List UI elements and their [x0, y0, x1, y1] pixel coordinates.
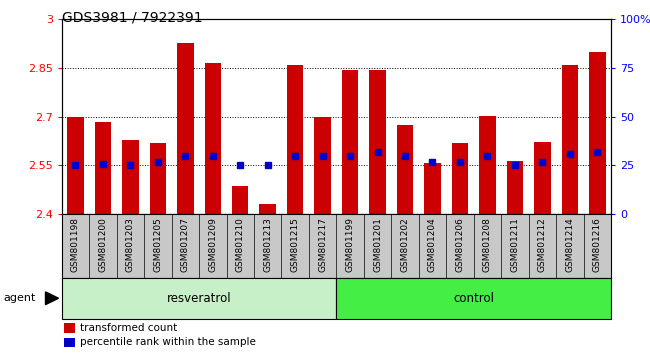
Bar [315, 117, 331, 214]
Text: agent: agent [3, 293, 36, 303]
Bar [259, 204, 276, 214]
Text: GSM801215: GSM801215 [291, 217, 300, 272]
Bar [452, 143, 468, 214]
Text: transformed count: transformed count [79, 323, 177, 333]
Bar [95, 122, 111, 214]
Bar [506, 161, 523, 214]
Bar [562, 65, 578, 214]
Text: GDS3981 / 7922391: GDS3981 / 7922391 [62, 11, 202, 25]
Bar [337, 278, 611, 319]
Text: GSM801205: GSM801205 [153, 217, 162, 272]
Bar [232, 186, 248, 214]
Text: GSM801214: GSM801214 [566, 217, 575, 272]
Bar [534, 142, 551, 214]
Text: GSM801207: GSM801207 [181, 217, 190, 272]
Bar [150, 143, 166, 214]
Bar [205, 63, 221, 214]
Text: GSM801210: GSM801210 [236, 217, 245, 272]
Text: GSM801206: GSM801206 [456, 217, 465, 272]
Bar [396, 125, 413, 214]
Bar [122, 139, 138, 214]
Text: GSM801202: GSM801202 [400, 217, 410, 272]
Text: GSM801216: GSM801216 [593, 217, 602, 272]
Bar [369, 70, 386, 214]
Text: GSM801217: GSM801217 [318, 217, 327, 272]
Bar [479, 116, 496, 214]
Text: GSM801208: GSM801208 [483, 217, 492, 272]
Polygon shape [46, 292, 58, 304]
Text: GSM801212: GSM801212 [538, 217, 547, 272]
Text: GSM801213: GSM801213 [263, 217, 272, 272]
Bar [589, 52, 606, 214]
Bar [177, 43, 194, 214]
Text: GSM801198: GSM801198 [71, 217, 80, 272]
Text: percentile rank within the sample: percentile rank within the sample [79, 337, 255, 348]
Text: GSM801203: GSM801203 [126, 217, 135, 272]
Text: GSM801204: GSM801204 [428, 217, 437, 272]
Text: GSM801201: GSM801201 [373, 217, 382, 272]
Bar [342, 70, 358, 214]
Text: GSM801211: GSM801211 [510, 217, 519, 272]
Bar [424, 163, 441, 214]
Bar [67, 117, 84, 214]
Text: resveratrol: resveratrol [167, 292, 231, 305]
Text: control: control [453, 292, 494, 305]
Text: GSM801199: GSM801199 [346, 217, 355, 272]
Bar [287, 65, 304, 214]
Text: GSM801200: GSM801200 [98, 217, 107, 272]
Bar [62, 278, 337, 319]
Bar [64, 324, 75, 333]
Text: GSM801209: GSM801209 [208, 217, 217, 272]
Bar [64, 338, 75, 347]
